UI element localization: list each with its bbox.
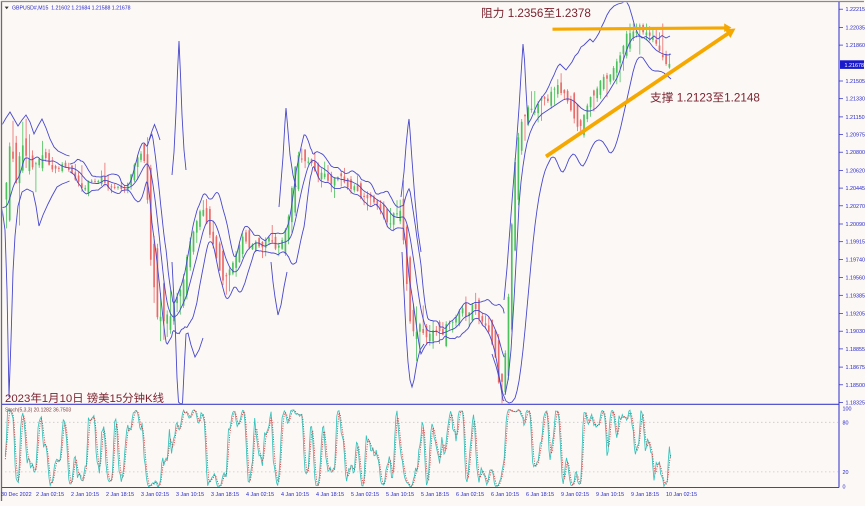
svg-text:1.20975: 1.20975 (846, 133, 865, 139)
svg-text:100: 100 (843, 407, 852, 413)
svg-text:4 Jan 18:15: 4 Jan 18:15 (316, 492, 344, 498)
svg-text:5 Jan 02:15: 5 Jan 02:15 (351, 492, 379, 498)
svg-text:1.2123: 1.2123 (677, 92, 713, 105)
svg-text:1.2356: 1.2356 (508, 7, 544, 20)
svg-text:6 Jan 02:15: 6 Jan 02:15 (456, 492, 484, 498)
svg-text:1.19740: 1.19740 (846, 257, 865, 263)
svg-text:1.21505: 1.21505 (846, 79, 865, 85)
svg-text:9 Jan 02:15: 9 Jan 02:15 (561, 492, 589, 498)
svg-text:1.18675: 1.18675 (846, 365, 865, 371)
svg-text:1.18855: 1.18855 (846, 347, 865, 353)
svg-text:0: 0 (843, 485, 846, 491)
svg-text:1.19205: 1.19205 (846, 312, 865, 318)
svg-text:6 Jan 10:15: 6 Jan 10:15 (491, 492, 519, 498)
svg-text:3 Jan 02:15: 3 Jan 02:15 (141, 492, 169, 498)
svg-text:1.20090: 1.20090 (846, 222, 865, 228)
svg-text:80: 80 (843, 420, 849, 426)
svg-text:1.22215: 1.22215 (846, 7, 865, 13)
svg-text:2 Jan 10:15: 2 Jan 10:15 (71, 492, 99, 498)
svg-text:5 Jan 10:15: 5 Jan 10:15 (386, 492, 414, 498)
svg-text:1.18500: 1.18500 (846, 383, 865, 389)
svg-text:1.19560: 1.19560 (846, 276, 865, 282)
svg-text:3 Jan 18:15: 3 Jan 18:15 (211, 492, 239, 498)
svg-text:1.22035: 1.22035 (846, 25, 865, 31)
svg-text:10 Jan 02:15: 10 Jan 02:15 (666, 492, 697, 498)
svg-text:10: 10 (60, 393, 73, 405)
svg-text:GBPUSD#,M15 1.21602 1.21684 1: GBPUSD#,M15 1.21602 1.21684 1.21588 1.21… (12, 6, 131, 12)
svg-text:4 Jan 02:15: 4 Jan 02:15 (246, 492, 274, 498)
svg-text:9 Jan 18:15: 9 Jan 18:15 (631, 492, 659, 498)
svg-text:1.21860: 1.21860 (846, 43, 865, 49)
svg-text:1.21150: 1.21150 (846, 115, 865, 121)
svg-text:6 Jan 18:15: 6 Jan 18:15 (526, 492, 554, 498)
svg-text:1.19915: 1.19915 (846, 240, 865, 246)
svg-text:1.2378: 1.2378 (555, 7, 591, 20)
svg-text:4 Jan 10:15: 4 Jan 10:15 (281, 492, 309, 498)
svg-text:1.21678: 1.21678 (845, 63, 865, 69)
svg-text:15: 15 (110, 393, 123, 405)
svg-text:2023: 2023 (5, 393, 30, 405)
svg-text:1: 1 (42, 393, 48, 405)
svg-text:1.20620: 1.20620 (846, 168, 865, 174)
svg-text:1.20270: 1.20270 (846, 204, 865, 210)
svg-text:3 Jan 10:15: 3 Jan 10:15 (176, 492, 204, 498)
svg-text:30 Dec 2022: 30 Dec 2022 (1, 492, 32, 498)
svg-text:1.20445: 1.20445 (846, 186, 865, 192)
svg-text:1.19385: 1.19385 (846, 293, 865, 299)
svg-text:K: K (145, 393, 153, 405)
svg-text:2 Jan 02:15: 2 Jan 02:15 (36, 492, 64, 498)
svg-text:9 Jan 10:15: 9 Jan 10:15 (596, 492, 624, 498)
svg-text:Stoch(5,3,3) 20.1282 36.7503: Stoch(5,3,3) 20.1282 36.7503 (5, 407, 71, 413)
svg-text:1.2148: 1.2148 (724, 92, 760, 105)
svg-text:20: 20 (843, 470, 849, 476)
svg-text:5 Jan 18:15: 5 Jan 18:15 (421, 492, 449, 498)
svg-text:1.19030: 1.19030 (846, 329, 865, 335)
svg-text:1.21330: 1.21330 (846, 97, 865, 103)
svg-text:2 Jan 18:15: 2 Jan 18:15 (106, 492, 134, 498)
svg-text:1.20800: 1.20800 (846, 150, 865, 156)
